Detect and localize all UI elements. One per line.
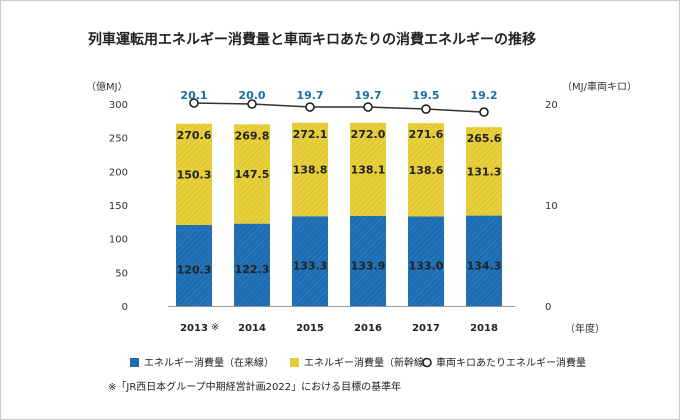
chart-title: 列車運転用エネルギー消費量と車両キロあたりの消費エネルギーの推移	[88, 31, 536, 48]
legend-label-line: 車両キロあたりエネルギー消費量	[436, 356, 586, 369]
bar-shinkansen	[292, 122, 328, 217]
line-point	[189, 98, 199, 108]
legend: エネルギー消費量（在来線） エネルギー消費量（新幹線） 車両キロあたりエネルギー消費…	[130, 356, 586, 369]
y-right-tick-label: 20	[545, 100, 558, 111]
y-left-tick-label: 150	[109, 201, 128, 212]
line-point	[479, 107, 489, 117]
bar-value-label-conventional: 133.3	[293, 260, 328, 273]
bar-shinkansen	[350, 122, 386, 216]
line-value-label: 19.2	[470, 89, 497, 102]
y-left-tick-label: 250	[109, 134, 128, 145]
bar-total-label: 272.0	[351, 128, 386, 141]
line-value-label: 19.5	[412, 89, 439, 102]
line-point	[363, 102, 373, 112]
x-tick-label: 2017	[412, 323, 440, 334]
x-tick-note-mark: ※	[211, 322, 219, 333]
bar-total-label: 272.1	[293, 128, 328, 141]
bar-total-label: 271.6	[409, 128, 444, 141]
x-tick-label: 2013	[180, 323, 208, 334]
legend-marker-line	[422, 357, 432, 368]
bar-conventional-line	[408, 216, 444, 306]
bar-value-label-shinkansen: 131.3	[467, 165, 502, 178]
footnote: ※「JR西日本グループ中期経営計画2022」における目標の基準年	[108, 380, 401, 393]
y-left-tick-label: 50	[115, 268, 128, 279]
bar-value-label-conventional: 120.3	[177, 264, 212, 277]
bar-shinkansen	[408, 123, 444, 217]
line-point	[305, 102, 315, 112]
x-tick-label: 2015	[296, 323, 324, 334]
y-left-tick-label: 0	[122, 302, 128, 313]
line-value-label: 20.0	[238, 89, 265, 102]
y-right-tick-label: 10	[545, 201, 558, 212]
bar-value-label-shinkansen: 138.6	[409, 164, 444, 177]
bar-value-label-shinkansen: 138.8	[293, 164, 328, 177]
bar-total-label: 269.8	[235, 129, 270, 142]
x-axis-label: （年度）	[565, 322, 605, 335]
bar-value-label-conventional: 122.3	[235, 263, 270, 276]
bar-value-label-shinkansen: 147.5	[235, 168, 270, 181]
line-value-label: 19.7	[354, 89, 381, 102]
bar-conventional-line	[234, 223, 270, 306]
bar-shinkansen	[234, 124, 270, 224]
line-value-label: 19.7	[296, 89, 323, 102]
bar-value-label-shinkansen: 138.1	[351, 163, 386, 176]
x-tick-label: 2014	[238, 323, 266, 334]
bar-value-label-conventional: 133.9	[351, 259, 386, 272]
bar-conventional-line	[292, 216, 328, 306]
bar-value-label-conventional: 134.3	[467, 259, 502, 272]
legend-label-shinkansen: エネルギー消費量（新幹線）	[304, 356, 434, 369]
bar-total-label: 270.6	[177, 129, 212, 142]
x-tick-label: 2016	[354, 323, 382, 334]
y-right-tick-label: 0	[545, 302, 551, 313]
y-axis-right-label: （MJ/車両キロ）	[562, 80, 637, 93]
y-left-tick-label: 200	[109, 167, 128, 178]
bar-shinkansen	[466, 127, 502, 216]
legend-swatch-conventional	[130, 358, 139, 367]
bar-conventional-line	[350, 215, 386, 306]
line-point	[421, 104, 431, 114]
y-axis-left-label: （億MJ）	[86, 80, 128, 93]
legend-swatch-shinkansen	[290, 358, 299, 367]
y-left-tick-label: 100	[109, 235, 128, 246]
bar-value-label-conventional: 133.0	[409, 260, 444, 273]
line-point	[247, 99, 257, 109]
line-value-label: 20.1	[180, 89, 207, 102]
legend-label-conventional: エネルギー消費量（在来線）	[144, 356, 274, 369]
energy-per-car-km-line	[193, 102, 485, 113]
bar-shinkansen	[176, 123, 212, 225]
y-left-tick-label: 300	[109, 100, 128, 111]
x-tick-label: 2018	[470, 323, 498, 334]
plot-area: 0 50 100 150 200 250 300 0 10 20 120.3 150.3 270.6 20…	[109, 89, 558, 334]
bar-value-label-shinkansen: 150.3	[177, 168, 212, 181]
bar-conventional-line	[176, 224, 212, 306]
bar-total-label: 265.6	[467, 132, 502, 145]
bar-conventional-line	[466, 215, 502, 306]
